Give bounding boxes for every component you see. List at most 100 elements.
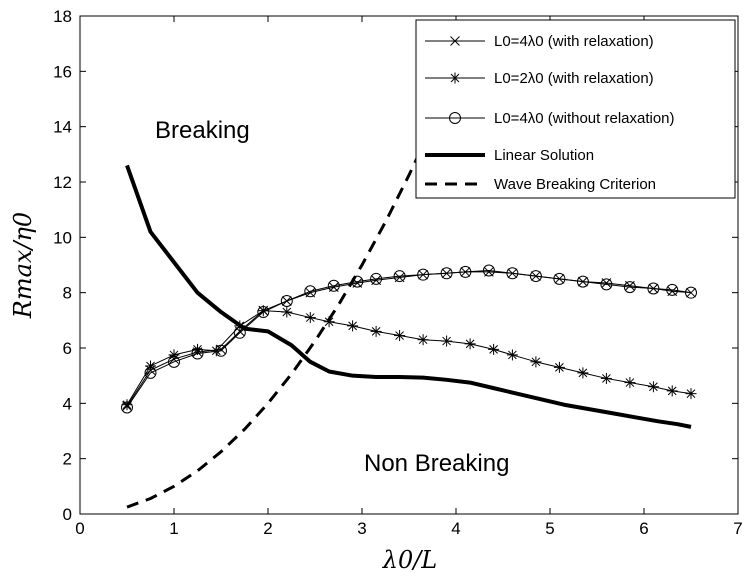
series-2-point-3-d: [193, 345, 202, 354]
x-tick-label-5: 5: [545, 519, 554, 538]
legend-label-series-2: L0=2λ0 (with relaxation): [494, 70, 654, 87]
series-2-point-22-d: [625, 378, 635, 387]
series-2-point-23: [647, 381, 659, 393]
series-3-point-12: [393, 270, 406, 283]
y-tick-label-7: 14: [53, 118, 72, 137]
series-2-point-24-d: [667, 386, 677, 396]
series-2-point-24: [666, 385, 678, 397]
legend-marker-series-1b: [450, 36, 460, 46]
series-2-point-1: [145, 360, 156, 372]
series-3-point-24: [666, 283, 679, 296]
series-2-point-8-d: [305, 313, 315, 322]
legend-marker-series-2: [449, 72, 461, 84]
series-2-point-11: [370, 325, 382, 337]
series-2-point-13: [417, 334, 429, 346]
series-2-point-6-d: [258, 306, 268, 316]
x-tick-label-6: 6: [639, 519, 648, 538]
series-2-point-19: [553, 361, 565, 373]
series-2-point-25-d: [686, 389, 696, 399]
series-3-point-19: [553, 272, 566, 285]
series-2-point-16: [488, 343, 500, 355]
series-3-point-11: [370, 272, 383, 285]
series-2-point-14: [441, 335, 453, 347]
series-3-point-13: [417, 268, 430, 281]
series-3-point-6: [257, 306, 270, 319]
annotation-non-breaking: Non Breaking: [364, 450, 509, 477]
series-3-point-14: [440, 267, 453, 280]
series-2-point-21-d: [602, 374, 611, 383]
series-2-point-20: [577, 367, 589, 379]
y-tick-label-1: 2: [63, 450, 72, 469]
series-2-point-19-d: [555, 363, 564, 372]
series-2-point-25: [685, 388, 697, 400]
x-tick-label-3: 3: [357, 519, 366, 538]
legend: L0=4λ0 (with relaxation) L0=2λ0 (with re…: [415, 19, 736, 199]
series-2-point-11-d: [371, 327, 381, 336]
series-3-point-0: [121, 401, 133, 414]
series-2-point-2: [168, 349, 180, 361]
series-2-point-10-d: [348, 321, 357, 331]
series-4-line: [125, 164, 692, 429]
series-3-point-7: [280, 294, 293, 307]
y-tick-label-8: 16: [53, 62, 72, 81]
series-3-point-15: [459, 265, 472, 278]
x-tick-label-2: 2: [263, 519, 272, 538]
series-3-point-2: [168, 355, 180, 368]
series-2-point-23-d: [649, 382, 658, 392]
series-3-point-18: [529, 270, 542, 283]
x-tick-label-7: 7: [733, 519, 742, 538]
series-3-point-9: [327, 279, 340, 292]
y-tick-label-2: 4: [63, 394, 72, 413]
series-3-point-23: [647, 282, 660, 295]
series-2-point-0-d: [122, 400, 132, 410]
legend-marker-series-3: [449, 112, 461, 124]
series-2-point-15: [464, 338, 476, 350]
series-3-point-21: [600, 278, 613, 291]
series-2-point-7: [281, 306, 293, 318]
series-3-point-8: [304, 285, 317, 298]
series-2-point-15-d: [465, 339, 475, 349]
series-2-point-17: [506, 349, 518, 361]
series-2-point-7-d: [282, 307, 292, 317]
series-2-line: [126, 310, 692, 405]
series-3-point-1: [144, 366, 157, 379]
series-2-point-20-d: [578, 368, 588, 378]
legend-label-series-5: Wave Breaking Criterion: [494, 176, 656, 193]
series-3-point-17: [506, 267, 519, 280]
series-3-point-20: [576, 275, 589, 288]
legend-label-series-3: L0=4λ0 (without relaxation): [494, 110, 675, 127]
series-2-point-22: [624, 377, 636, 389]
legend-label-series-1: L0=4λ0 (with relaxation): [494, 33, 654, 50]
y-axis-label: Rmax/η0: [9, 212, 37, 319]
series-2-point-14-d: [442, 336, 451, 346]
y-tick-label-3: 6: [63, 339, 72, 358]
series-3-point-25: [685, 286, 697, 299]
x-tick-label-4: 4: [451, 519, 460, 538]
series-2-point-18: [530, 356, 542, 368]
series-2-point-10: [347, 320, 359, 332]
series-3-point-16: [482, 264, 495, 277]
y-tick-label-9: 18: [53, 7, 72, 26]
series-2-point-17-d: [508, 350, 517, 360]
series-3-point-3: [191, 347, 204, 360]
series-3-line: [126, 270, 692, 408]
x-axis-label: λ0/L: [382, 546, 438, 574]
y-tick-label-6: 12: [53, 173, 72, 192]
series-3-point-4: [215, 344, 227, 357]
series-2-point-9-d: [324, 317, 334, 327]
y-tick-label-0: 0: [63, 505, 72, 524]
series-2-point-4-d: [211, 346, 221, 356]
series-2-point-16-d: [489, 345, 498, 354]
series-layer: [121, 134, 697, 509]
y-tick-label-5: 10: [53, 228, 72, 247]
series-2-point-8: [304, 312, 316, 324]
legend-label-series-4: Linear Solution: [494, 147, 594, 164]
series-5-line: [126, 134, 430, 509]
series-2-point-21: [600, 372, 612, 384]
series-3-point-22: [623, 281, 636, 294]
annotation-breaking: Breaking: [155, 117, 250, 144]
series-2-point-0: [121, 399, 133, 411]
series-2-point-13-d: [418, 335, 428, 345]
series-2-point-12-d: [395, 331, 404, 340]
